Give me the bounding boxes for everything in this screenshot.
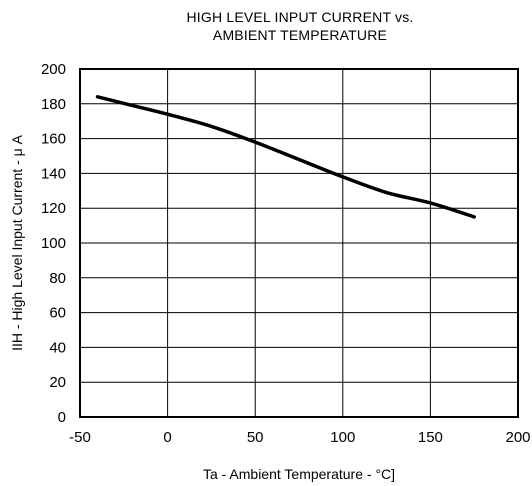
x-axis-label: Ta - Ambient Temperature - °C] xyxy=(203,466,395,482)
y-tick-label: 60 xyxy=(49,305,66,322)
series-line xyxy=(95,95,476,219)
y-tick-label: 0 xyxy=(58,409,66,426)
x-tick-label: 150 xyxy=(418,429,443,446)
y-axis-label: IIH - High Level Input Current - μ A xyxy=(9,134,25,350)
y-tick-label: 20 xyxy=(49,374,66,391)
chart-title-line-1: HIGH LEVEL INPUT CURRENT vs. xyxy=(186,9,414,25)
x-tick-label: -50 xyxy=(69,429,91,446)
series-lines xyxy=(95,95,476,219)
x-tick-label: 100 xyxy=(330,429,355,446)
y-tick-label: 80 xyxy=(49,270,66,287)
y-tick-label: 100 xyxy=(41,235,66,252)
y-tick-label: 40 xyxy=(49,339,66,356)
y-tick-label: 120 xyxy=(41,200,66,217)
y-tick-label: 200 xyxy=(41,61,66,78)
x-tick-label: 200 xyxy=(505,429,530,446)
chart-title-line-2: AMBIENT TEMPERATURE xyxy=(212,27,388,43)
y-tick-label: 160 xyxy=(41,131,66,148)
y-tick-label: 180 xyxy=(41,96,66,113)
plot-frame xyxy=(79,68,519,418)
grid-lines xyxy=(79,68,519,418)
y-tick-label: 140 xyxy=(41,165,66,182)
x-tick-label: 0 xyxy=(163,429,171,446)
x-tick-label: 50 xyxy=(247,429,264,446)
